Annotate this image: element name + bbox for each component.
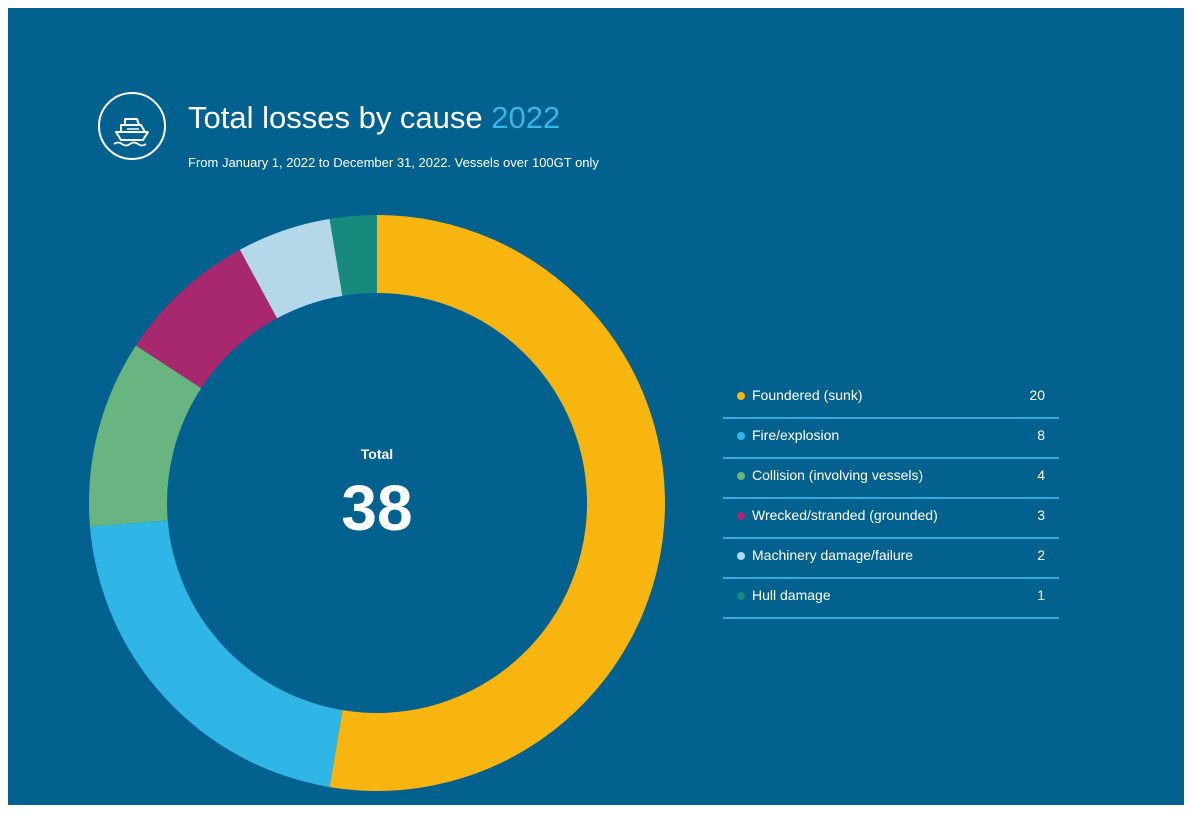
total-value: 38 [341, 472, 413, 544]
donut-chart [88, 215, 665, 791]
legend-label: Collision (involving vessels) [752, 467, 924, 483]
legend-value: 4 [1037, 467, 1045, 483]
legend-swatch [737, 592, 745, 600]
legend-label: Hull damage [752, 587, 831, 603]
legend-item: Foundered (sunk) 20 [723, 380, 1059, 419]
legend-swatch [737, 512, 745, 520]
legend-value: 2 [1037, 547, 1045, 563]
donut-slice [329, 215, 665, 791]
legend-item: Fire/explosion 8 [723, 420, 1059, 459]
legend-item: Collision (involving vessels) 4 [723, 460, 1059, 499]
donut-slice [135, 249, 278, 389]
donut-slice [329, 215, 377, 296]
legend-label: Wrecked/stranded (grounded) [752, 507, 938, 523]
chart-subtitle: From January 1, 2022 to December 31, 202… [188, 155, 599, 170]
legend-value: 3 [1037, 507, 1045, 523]
legend-item: Wrecked/stranded (grounded) 3 [723, 500, 1059, 539]
title-year: 2022 [491, 100, 561, 135]
legend-swatch [737, 472, 745, 480]
chart-legend: Foundered (sunk) 20 Fire/explosion 8 Collisi… [723, 380, 1059, 620]
donut-slice [89, 520, 343, 788]
legend-swatch [737, 552, 745, 560]
legend-label: Machinery damage/failure [752, 547, 914, 563]
legend-label: Fire/explosion [752, 427, 840, 443]
total-label: Total [360, 446, 394, 462]
donut-slice [239, 218, 343, 319]
legend-label: Foundered (sunk) [752, 387, 863, 403]
legend-item: Hull damage 1 [723, 580, 1059, 619]
legend-item: Machinery damage/failure 2 [723, 540, 1059, 579]
legend-value: 20 [1029, 387, 1045, 403]
legend-value: 1 [1037, 587, 1045, 603]
legend-swatch [737, 432, 745, 440]
donut-slice [88, 345, 202, 527]
title-text: Total losses by cause [188, 100, 483, 135]
ship-icon [98, 92, 166, 160]
legend-swatch [737, 392, 745, 400]
legend-value: 8 [1037, 427, 1045, 443]
chart-title: Total losses by cause 2022 [188, 100, 560, 136]
